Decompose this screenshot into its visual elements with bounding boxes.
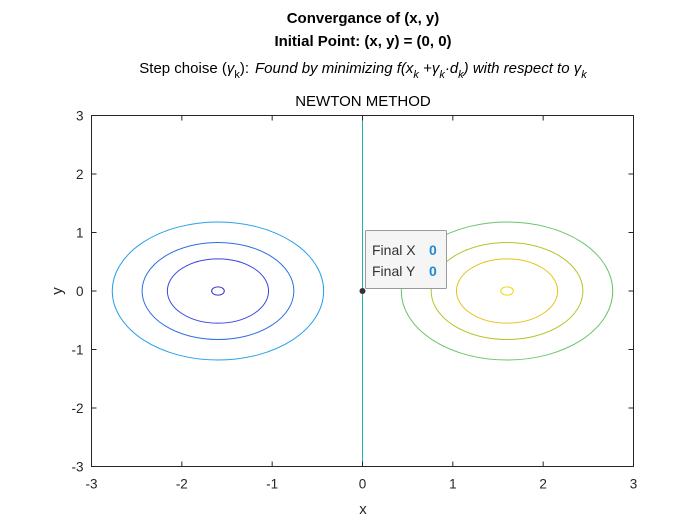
y-tick-label-2: -1 bbox=[71, 343, 83, 358]
x-tick-label-2: -1 bbox=[266, 477, 278, 492]
subtitle-sub-k-4: k bbox=[581, 69, 587, 81]
datatip-label-y: Final Y bbox=[372, 263, 416, 279]
y-tick-label-0: -3 bbox=[71, 460, 83, 475]
y-axis-label: y bbox=[49, 287, 66, 295]
subtitle-lead: Step choise ( bbox=[139, 60, 227, 77]
contour-line-0 bbox=[211, 286, 225, 296]
y-tick-label-4: 1 bbox=[76, 226, 84, 241]
y-tick-label-3: 0 bbox=[76, 284, 84, 299]
subtitle-sub-k-1: k bbox=[413, 69, 419, 81]
subtitle-dot-d: ·d bbox=[445, 60, 459, 77]
subtitle-respect-text: with respect to bbox=[469, 60, 574, 77]
subtitle-plus: + bbox=[419, 60, 432, 77]
subtitle-close: ): bbox=[240, 60, 249, 77]
subtitle-subscript-k: k bbox=[234, 69, 240, 81]
y-tick-label-5: 2 bbox=[76, 167, 84, 182]
contour-line-2 bbox=[141, 241, 295, 341]
contour-line-6 bbox=[430, 241, 584, 341]
chart-title-line-2: Initial Point: (x, y) = (0, 0) bbox=[274, 33, 451, 50]
x-axis-label: x bbox=[359, 501, 367, 518]
datatip-value-x: 0 bbox=[429, 242, 437, 258]
y-tick-label-1: -2 bbox=[71, 401, 83, 416]
axes-title: NEWTON METHOD bbox=[295, 93, 431, 110]
subtitle-gamma-2: γ bbox=[432, 60, 441, 77]
datatip-box bbox=[365, 230, 447, 289]
x-tick-label-1: -2 bbox=[176, 477, 188, 492]
x-tick-label-0: -3 bbox=[85, 477, 97, 492]
x-tick-label-3: 0 bbox=[359, 477, 367, 492]
chart-title-line-1: Convergance of (x, y) bbox=[287, 10, 440, 27]
subtitle-gamma: γ bbox=[227, 60, 236, 77]
subtitle-sub-k-2: k bbox=[439, 69, 445, 81]
datatip[interactable]: Final X 0 Final Y 0 bbox=[365, 230, 447, 289]
y-tick-label-6: 3 bbox=[76, 109, 84, 124]
contour-line-4 bbox=[500, 286, 514, 296]
subtitle-rparen: ) bbox=[462, 60, 469, 77]
contour-line-5 bbox=[455, 258, 559, 324]
subtitle-sub-k-3: k bbox=[458, 69, 464, 81]
chart-subtitle: Step choise (γk): Found by minimizing f(x… bbox=[139, 60, 587, 81]
x-tick-label-6: 3 bbox=[630, 477, 638, 492]
contour-line-3 bbox=[111, 221, 325, 361]
contour-line-7 bbox=[400, 221, 614, 361]
tick-group: -3 -2 -1 0 1 2 3 -3 -2 -1 0 1 2 3 bbox=[71, 109, 637, 492]
data-point[interactable] bbox=[359, 288, 366, 294]
contour-line-1 bbox=[166, 258, 270, 324]
datatip-value-y: 0 bbox=[429, 263, 437, 279]
subtitle-gamma-3: γ bbox=[574, 60, 583, 77]
x-tick-label-4: 1 bbox=[449, 477, 457, 492]
datatip-label-x: Final X bbox=[372, 242, 416, 258]
contour-group bbox=[111, 221, 614, 361]
x-tick-label-5: 2 bbox=[539, 477, 547, 492]
subtitle-found-text: Found by minimizing f(x bbox=[255, 60, 414, 77]
